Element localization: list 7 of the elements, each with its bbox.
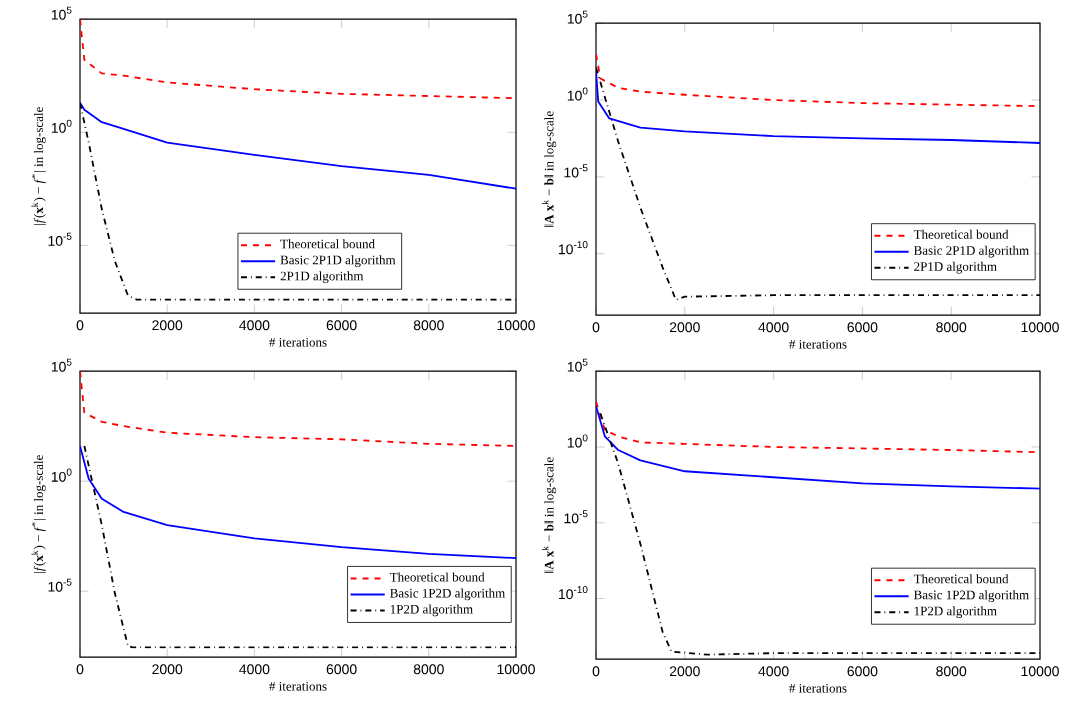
line-series	[80, 445, 516, 560]
line-series	[80, 371, 516, 448]
line-series	[80, 19, 516, 100]
line-series	[596, 70, 1040, 145]
line-series	[80, 102, 516, 190]
line-series	[596, 401, 1040, 454]
line-series	[596, 53, 1040, 108]
